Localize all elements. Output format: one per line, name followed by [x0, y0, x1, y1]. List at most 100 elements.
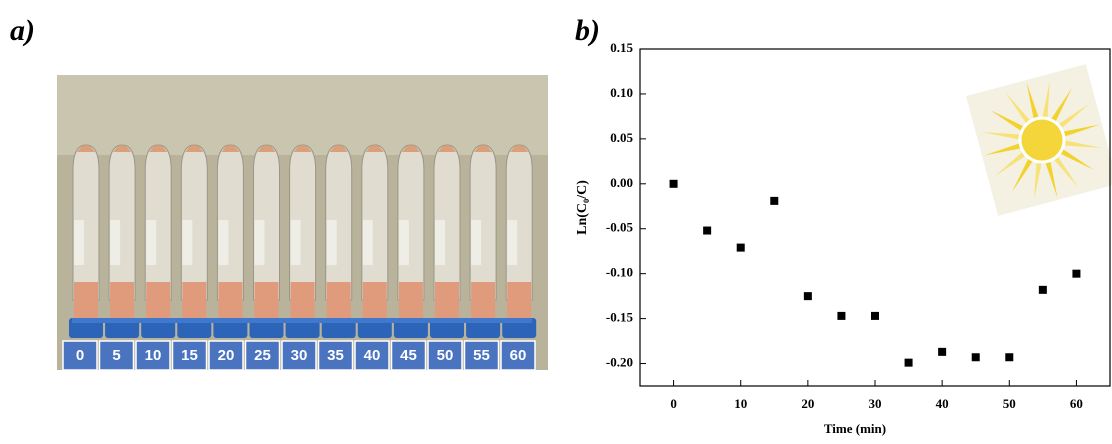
label-box [317, 340, 354, 371]
tube-label [254, 220, 265, 265]
data-point [871, 311, 879, 320]
photo: 0 5 10 15 20 25 30 35 40 45 50 55 60 [57, 75, 548, 371]
tube-tip [113, 145, 132, 152]
liquid [398, 282, 423, 318]
sample-label: 10 [145, 347, 162, 364]
sun-ray [1062, 124, 1100, 137]
data-point [803, 292, 812, 301]
sun-ray [1034, 161, 1042, 200]
data-point [938, 347, 947, 356]
sample-label: 60 [510, 347, 527, 364]
data-point [1005, 353, 1014, 362]
tube-label [362, 220, 373, 265]
label-box [463, 340, 500, 371]
liquid [290, 282, 315, 318]
data-point [904, 358, 913, 367]
sun-ray [1057, 103, 1090, 129]
data-point [971, 353, 980, 362]
tube-tip [474, 145, 493, 152]
sample-label: 15 [181, 347, 198, 364]
y-tick-label: -0.20 [606, 355, 633, 370]
data-point [770, 196, 779, 205]
y-tick-label: -0.05 [606, 220, 634, 235]
label-box [208, 340, 244, 371]
liquid [74, 282, 98, 318]
tube-label [74, 220, 84, 265]
liquid [435, 282, 459, 318]
sample-label: 40 [364, 347, 381, 364]
tube-tip [185, 145, 204, 152]
label-box [62, 340, 98, 371]
sun-icon [966, 64, 1112, 216]
sample-label: 45 [400, 347, 417, 364]
sun-disc [1018, 116, 1066, 164]
y-tick-label: -0.15 [606, 310, 634, 325]
label-box [244, 340, 281, 371]
data-point [669, 179, 678, 188]
sample-label: 0 [76, 347, 84, 364]
tube-label [471, 220, 482, 265]
sun-ray [1026, 82, 1039, 120]
panel-label: a) [10, 14, 35, 47]
x-tick-label: 50 [1003, 396, 1016, 411]
x-tick-label: 40 [936, 396, 949, 411]
sun-ray [984, 143, 1022, 156]
sample-label: 5 [112, 347, 120, 364]
sun-ray [1063, 140, 1102, 148]
y-tick-label: -0.10 [606, 265, 633, 280]
label-box [427, 340, 463, 371]
tube-tip [77, 145, 95, 152]
sample-label: 50 [437, 347, 454, 364]
sun-ray [1050, 88, 1072, 123]
tube-tip [221, 145, 240, 152]
tube-tip [257, 145, 276, 152]
y-tick-label: 0.10 [610, 85, 633, 100]
y-tick-label: 0.05 [610, 130, 633, 145]
liquid [362, 282, 387, 318]
liquid [182, 282, 207, 318]
tube-tip [149, 145, 168, 152]
liquid [110, 282, 135, 318]
y-axis-label: Ln(C₀/C) [575, 180, 590, 235]
tube-label [218, 220, 229, 265]
tube-label [146, 220, 157, 265]
tube-tip [293, 145, 312, 152]
sun-ray [994, 151, 1027, 177]
y-tick-label: 0.15 [610, 40, 633, 55]
x-tick-label: 0 [670, 396, 677, 411]
data-point [736, 243, 745, 252]
tube-tip [365, 145, 384, 152]
liquid [218, 282, 243, 318]
liquid [471, 282, 496, 318]
y-tick-label: 0.00 [610, 175, 633, 190]
sun-ray [990, 110, 1025, 132]
tube-label [110, 220, 121, 265]
tube-tip [329, 145, 348, 152]
tube-tip [438, 145, 456, 152]
sun-ray [1045, 160, 1058, 198]
tube-tip [401, 145, 420, 152]
label-box [354, 340, 390, 371]
cap-row [72, 318, 532, 323]
x-tick-label: 20 [801, 396, 814, 411]
label-box [171, 340, 208, 371]
sun-ray [1042, 80, 1050, 119]
sun-ray [1059, 148, 1094, 170]
data-point [1038, 285, 1047, 294]
tube-label [398, 220, 409, 265]
data-point [837, 311, 846, 320]
liquid [507, 282, 532, 318]
data-point [703, 226, 712, 235]
sun-ray [982, 132, 1021, 140]
label-box [390, 340, 427, 371]
liquid [254, 282, 279, 318]
x-axis-label: Time (min) [824, 421, 886, 436]
sample-label: 20 [218, 347, 235, 364]
tube-label [290, 220, 301, 265]
sample-label: 35 [327, 347, 344, 364]
sample-label: 55 [473, 347, 490, 364]
tube-tip [510, 145, 529, 152]
x-tick-label: 30 [869, 396, 882, 411]
sun-ray [1005, 92, 1031, 125]
